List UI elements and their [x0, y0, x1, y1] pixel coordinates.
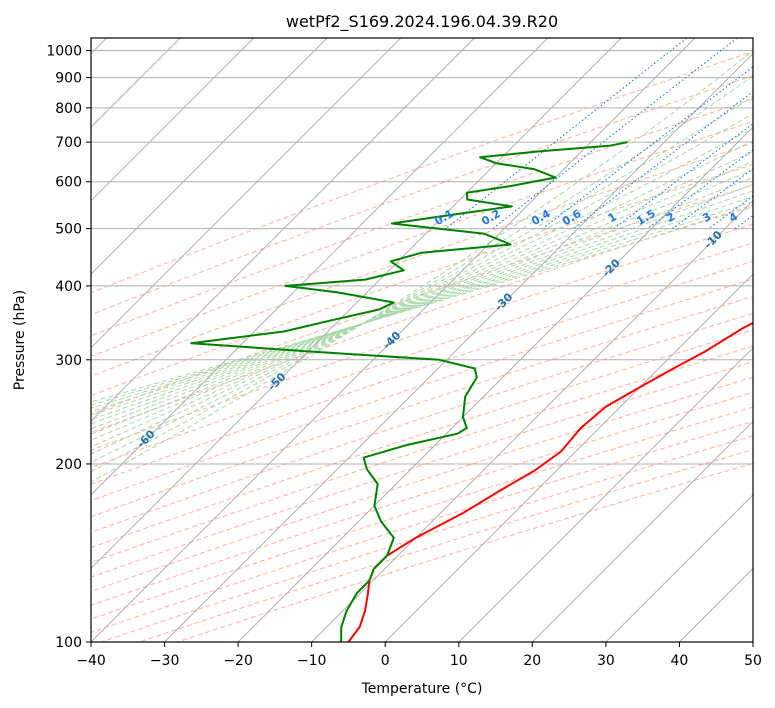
dry-adiabat-line — [91, 242, 753, 469]
moist-adiabat-line — [91, 160, 753, 430]
x-tick-label: −40 — [76, 653, 106, 669]
dry-adiabat-line — [91, 329, 753, 549]
pressure-gridlines — [91, 50, 753, 642]
chart-title: wetPf2_S169.2024.196.04.39.R20 — [286, 12, 558, 32]
isotherm-line — [91, 38, 402, 349]
dry-adiabat-line — [91, 345, 753, 564]
mixing-ratio-label: 4 — [727, 210, 740, 225]
dry-adiabat-line — [91, 376, 753, 592]
dry-adiabat-line — [91, 295, 753, 518]
background-lines — [91, 49, 753, 642]
y-tick-label: 500 — [55, 222, 82, 238]
x-axis-ticks: −40 −30 −20 −10 0 10 20 30 40 50 — [76, 642, 762, 669]
mixing-ratio-line — [672, 168, 753, 230]
y-tick-label: 700 — [55, 135, 82, 151]
y-tick-label: 900 — [55, 71, 82, 87]
moist-adiabat-line — [91, 151, 753, 435]
data-series — [190, 141, 753, 642]
y-tick-label: 200 — [55, 457, 82, 473]
moist-adiabat-line — [91, 140, 753, 441]
isotherm-line — [531, 420, 753, 642]
x-tick-label: 20 — [523, 653, 541, 669]
dry-adiabat-line — [91, 421, 753, 633]
mixing-ratio-line — [492, 38, 738, 230]
moist-adiabat-line — [91, 49, 753, 483]
moist-adiabat-line — [91, 127, 753, 448]
mixing-ratio-line — [542, 66, 753, 230]
isotherm-line — [91, 38, 622, 570]
dry-adiabat-line — [91, 391, 753, 606]
dry-adiabat-line — [91, 361, 753, 578]
mixing-ratio-line — [573, 90, 753, 230]
moist-adiabat-line — [91, 75, 753, 473]
moist-adiabat-line — [91, 169, 753, 425]
y-axis-label: Pressure (hPa) — [12, 290, 28, 390]
mixing-ratio-line — [734, 214, 753, 230]
isotherm-line — [237, 126, 753, 642]
dry-adiabat-line — [91, 142, 753, 377]
isotherm-line — [164, 52, 753, 642]
plot-area: 0.10.20.40.611.52346810131620253036-100-… — [6, 38, 775, 642]
x-tick-label: 40 — [670, 653, 688, 669]
x-tick-label: 50 — [744, 653, 762, 669]
x-tick-label: 10 — [450, 653, 468, 669]
moist-adiabat-line — [91, 184, 753, 416]
isotherm-line — [91, 38, 549, 496]
isotherm-line — [91, 38, 328, 275]
isotherm-line — [605, 494, 753, 642]
mixing-ratio-label: 3 — [700, 210, 713, 225]
mixing-ratio-lines — [445, 38, 753, 230]
y-tick-label: 800 — [55, 101, 82, 117]
y-axis-ticks: 100 200 300 400 500 600 700 800 900 1000 — [46, 44, 91, 651]
isotherm-line — [752, 641, 753, 642]
isotherm-line — [91, 38, 475, 423]
dewpoint-profile-line — [190, 141, 628, 642]
isotherm-line — [311, 199, 753, 642]
y-tick-label: 400 — [55, 279, 82, 295]
x-tick-label: 30 — [597, 653, 615, 669]
isotherm-line — [91, 38, 255, 202]
x-tick-label: −30 — [150, 653, 180, 669]
moist-adiabat-line — [91, 196, 753, 409]
x-tick-label: −10 — [297, 653, 327, 669]
plot-frame — [90, 37, 754, 643]
moist-adiabat-line — [91, 95, 753, 463]
moist-adiabat-line — [91, 112, 753, 455]
dry-adiabat-line — [91, 50, 753, 294]
isotherm-label: -10 — [702, 228, 725, 251]
isotherm-label: -70 — [6, 482, 29, 505]
mixing-ratio-label: 0.1 — [433, 207, 456, 228]
dry-adiabat-line — [101, 435, 753, 642]
y-tick-label: 300 — [55, 353, 82, 369]
moist-adiabat-line — [91, 206, 753, 403]
mixing-ratio-label: 6 — [766, 210, 775, 225]
mixing-ratio-label: 1 — [606, 210, 619, 225]
isotherm-label: -20 — [600, 256, 623, 279]
dry-adiabat-line — [91, 223, 753, 451]
y-tick-label: 600 — [55, 175, 82, 191]
mixing-ratio-label: 0.4 — [529, 207, 553, 228]
isotherm-line — [458, 347, 753, 642]
dry-adiabat-line — [91, 163, 753, 397]
dry-adiabat-line — [91, 98, 753, 337]
dry-adiabat-line — [91, 278, 753, 502]
y-tick-label: 100 — [55, 635, 82, 651]
skewed-isotherms — [91, 38, 753, 642]
y-tick-label: 1000 — [46, 44, 82, 60]
x-tick-label: 0 — [381, 653, 390, 669]
x-axis-label: Temperature (°C) — [361, 681, 483, 697]
dry-adiabat-line — [91, 204, 753, 434]
x-tick-label: −20 — [223, 653, 253, 669]
dry-adiabat-line — [91, 312, 753, 533]
isotherm-line — [384, 273, 753, 642]
moist-adiabat-line — [91, 190, 753, 413]
dry-adiabat-line — [91, 260, 753, 485]
isotherm-line — [91, 38, 696, 642]
